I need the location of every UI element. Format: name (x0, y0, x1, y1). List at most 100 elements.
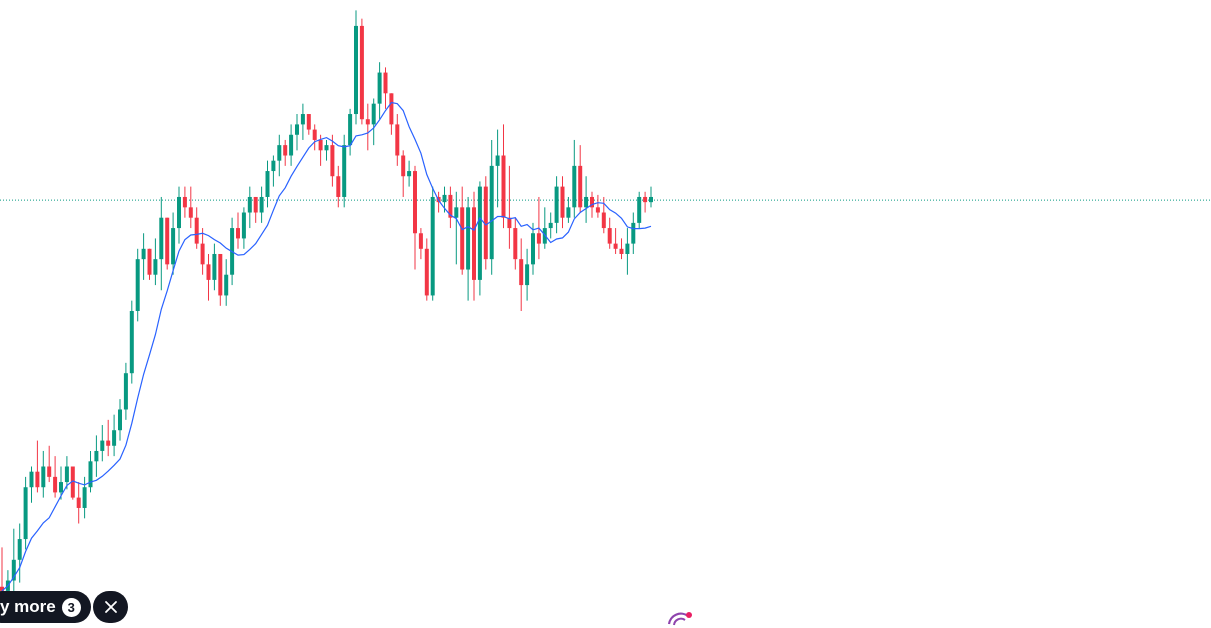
candle-body (342, 145, 347, 197)
candle-body (53, 476, 58, 493)
candle-body (613, 243, 618, 249)
candle-body (590, 196, 594, 208)
candle-body (295, 124, 299, 135)
candle-body (59, 482, 63, 493)
candle-body (554, 186, 559, 223)
candle-body (371, 103, 376, 125)
candle-body (159, 217, 164, 260)
moving-average-line (1, 101, 652, 592)
candle-body (88, 461, 93, 488)
candle-body (106, 440, 111, 446)
candle-body (112, 430, 117, 446)
candle-body (625, 243, 630, 254)
candle-body (348, 114, 353, 146)
candle-body (224, 274, 229, 296)
close-button[interactable] (93, 591, 128, 623)
candle-body (82, 487, 87, 508)
candle-body (401, 155, 406, 177)
candle-body (501, 155, 506, 218)
candle-body (430, 196, 435, 296)
candle-body (306, 114, 311, 130)
candle-body (17, 539, 22, 560)
candle-body (607, 228, 612, 244)
candle-body (123, 373, 128, 410)
candle-body (177, 196, 181, 229)
candle-body (572, 165, 577, 208)
candle-body (383, 72, 388, 94)
candle-body (595, 207, 600, 213)
candle-body (289, 134, 294, 156)
close-icon (104, 601, 117, 613)
candle-body (135, 259, 140, 311)
candle-body (0, 586, 4, 591)
candle-body (619, 248, 624, 254)
candle-body (247, 196, 252, 213)
candle-body (94, 450, 99, 462)
candle-body (141, 248, 146, 260)
candle-body (649, 196, 653, 203)
candle-body (212, 253, 217, 280)
candle-body (413, 171, 417, 234)
candle-body (265, 171, 270, 197)
candle-body (271, 160, 276, 172)
more-count-badge: 3 (61, 597, 81, 617)
candle-body (631, 222, 636, 244)
candle-body (578, 165, 583, 208)
candle-body (100, 440, 105, 451)
candle-body (395, 124, 400, 156)
candle-body (336, 176, 341, 197)
candle-body (448, 194, 453, 218)
candle-body (11, 559, 16, 581)
show-more-label: y more (0, 597, 56, 616)
candle-body (218, 253, 223, 296)
candle-body (536, 233, 541, 244)
candle-body (442, 194, 447, 203)
candle-body (330, 145, 335, 177)
candle-body (312, 129, 317, 140)
candle-body (483, 186, 488, 260)
candle-body (236, 228, 240, 239)
candle-body (200, 243, 205, 265)
candle-body (76, 497, 81, 508)
candle-body (584, 196, 589, 208)
candle-body (47, 466, 52, 477)
candle-body (253, 196, 258, 213)
candle-body (548, 222, 553, 229)
candle-body (300, 114, 305, 125)
candle-body (489, 165, 494, 260)
candle-body (507, 217, 512, 229)
candle-body (70, 466, 75, 498)
candle-body (407, 171, 412, 177)
candle-body (472, 207, 476, 280)
candle-body (418, 233, 423, 249)
candle-body (601, 212, 606, 229)
candle-body (29, 471, 34, 488)
candle-body (118, 409, 122, 431)
candle-body (495, 155, 500, 166)
candles-group (0, 10, 653, 604)
candle-body (153, 259, 158, 275)
candle-body (566, 207, 571, 218)
candle-body (424, 248, 429, 296)
candle-body (359, 25, 364, 120)
candle-body (165, 217, 170, 265)
candle-body (206, 264, 211, 280)
candle-body (194, 217, 199, 244)
candle-body (64, 466, 69, 483)
candle-body (354, 25, 358, 115)
candle-body (241, 212, 246, 239)
candle-body (466, 207, 471, 270)
candle-body (460, 207, 465, 270)
candle-body (519, 259, 524, 286)
candle-body (129, 311, 134, 374)
candle-body (283, 145, 288, 156)
candle-body (637, 196, 642, 223)
candle-body (513, 228, 518, 260)
candle-body (324, 145, 329, 151)
candle-body (35, 471, 40, 488)
candle-body (454, 207, 459, 218)
show-more-button[interactable]: y more 3 (0, 591, 91, 623)
candle-body (365, 119, 370, 125)
candle-body (560, 186, 565, 218)
